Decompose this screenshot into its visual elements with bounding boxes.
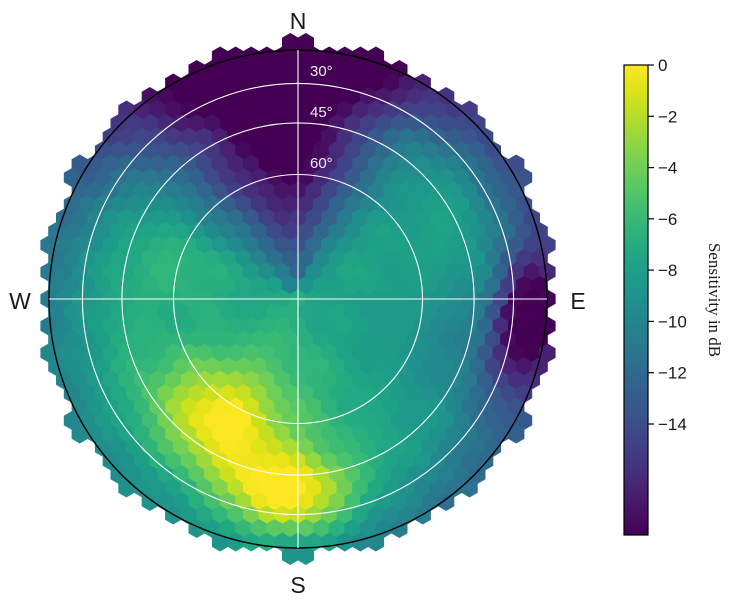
svg-text:E: E	[570, 288, 585, 314]
svg-text:W: W	[9, 288, 31, 314]
svg-text:0: 0	[658, 56, 667, 75]
svg-text:−4: −4	[658, 159, 677, 178]
svg-text:−6: −6	[658, 210, 677, 229]
svg-text:−10: −10	[658, 312, 687, 331]
svg-text:S: S	[290, 572, 305, 598]
svg-text:30°: 30°	[310, 63, 333, 80]
svg-text:−12: −12	[658, 364, 687, 383]
svg-text:60°: 60°	[310, 155, 333, 172]
svg-text:N: N	[290, 8, 307, 34]
svg-text:45°: 45°	[310, 104, 333, 121]
svg-text:−14: −14	[658, 415, 687, 434]
svg-text:−2: −2	[658, 107, 677, 126]
svg-text:−8: −8	[658, 261, 677, 280]
svg-text:Sensitivity in dB: Sensitivity in dB	[705, 243, 724, 357]
